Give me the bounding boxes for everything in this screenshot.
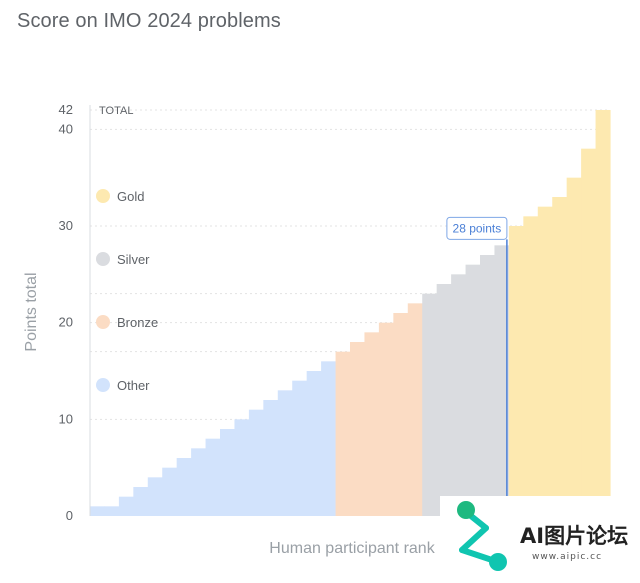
legend-swatch-other — [96, 378, 110, 392]
bars — [90, 110, 611, 517]
bar-other — [220, 429, 236, 516]
watermark-logo-icon — [457, 501, 507, 571]
bar-other — [263, 400, 279, 516]
bar-other — [162, 467, 178, 516]
reference-line-label: TOTAL — [99, 105, 133, 117]
bar-other — [277, 390, 293, 516]
bar-other — [234, 419, 250, 516]
watermark-url: www.aipic.cc — [532, 552, 603, 562]
y-tick-label: 40 — [59, 121, 73, 136]
bar-other — [133, 487, 149, 516]
bar-other — [321, 361, 337, 516]
bar-bronze — [393, 313, 409, 516]
y-ticks: 0 10 20 30 40 42 — [59, 102, 73, 523]
watermark: AI图片论坛 www.aipic.cc — [440, 496, 640, 578]
bar-other — [292, 380, 308, 516]
legend-label-bronze: Bronze — [117, 315, 158, 330]
bar-other — [118, 496, 134, 516]
bar-silver — [465, 264, 481, 516]
x-axis-label: Human participant rank — [269, 540, 435, 557]
page-title: Score on IMO 2024 problems — [17, 10, 281, 32]
bar-gold — [508, 226, 524, 516]
watermark-text: AI图片论坛 — [520, 524, 629, 548]
annotation-label: 28 points — [453, 221, 502, 235]
bar-other — [176, 458, 192, 516]
bar-silver — [422, 293, 438, 516]
legend-label-gold: Gold — [117, 189, 144, 204]
bar-silver — [494, 245, 510, 516]
y-tick-label: 10 — [59, 411, 73, 426]
bar-other — [147, 477, 163, 516]
y-tick-label: 42 — [59, 102, 73, 117]
bar-silver — [480, 255, 496, 516]
bar-other — [191, 448, 207, 516]
bar-other — [306, 371, 322, 516]
bar-silver — [451, 274, 467, 516]
bar-other — [104, 506, 120, 516]
bar-gold — [537, 206, 553, 517]
bar-gold — [566, 177, 582, 517]
bar-other — [248, 409, 264, 516]
y-tick-label: 0 — [66, 508, 73, 523]
legend-label-silver: Silver — [117, 252, 150, 267]
legend: Gold Silver Bronze Other — [96, 189, 158, 393]
legend-swatch-bronze — [96, 315, 110, 329]
bar-other — [90, 506, 106, 516]
legend-swatch-silver — [96, 252, 110, 266]
bar-bronze — [350, 342, 366, 516]
y-axis-label: Points total — [23, 272, 40, 351]
bar-bronze — [335, 351, 351, 516]
bar-other — [205, 438, 221, 516]
bar-gold — [523, 216, 539, 516]
annotation: 28 points — [446, 216, 508, 516]
bar-bronze — [407, 303, 423, 516]
bar-bronze — [378, 322, 394, 516]
bar-silver — [436, 284, 452, 516]
bar-gold — [552, 197, 568, 516]
annotation-box — [446, 216, 508, 240]
y-tick-label: 30 — [59, 218, 73, 233]
bar-gold — [581, 148, 597, 517]
y-tick-label: 20 — [59, 315, 73, 330]
bar-bronze — [364, 332, 380, 516]
bar-gold — [595, 110, 611, 516]
legend-swatch-gold — [96, 189, 110, 203]
legend-label-other: Other — [117, 378, 150, 393]
